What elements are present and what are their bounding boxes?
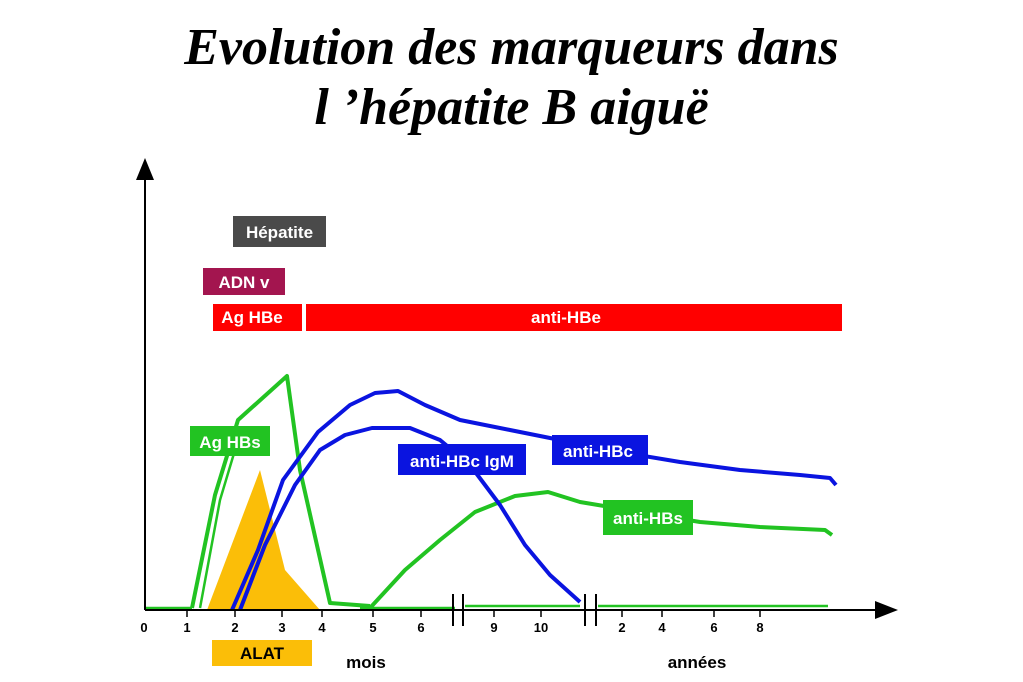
alat-label: ALAT: [240, 644, 285, 663]
tick-label-10: 10: [534, 620, 548, 635]
anti-hbc-igm-curve: [238, 426, 582, 611]
tick-label-2: 2: [231, 620, 238, 635]
months-caption: mois: [346, 653, 386, 672]
ag-hbs-label: Ag HBs: [199, 433, 260, 452]
title-line-1: Evolution des marqueurs dans: [184, 19, 839, 76]
year-tick-label-6: 6: [710, 620, 717, 635]
y-axis-arrow: [136, 158, 154, 180]
hepatite-box: [233, 216, 326, 247]
anti-hbc-igm-label: anti-HBc IgM: [410, 452, 514, 471]
anti-hbc-label: anti-HBc: [563, 442, 633, 461]
axis-breaks: [452, 594, 597, 626]
anti-hbs-box: [603, 500, 693, 535]
anti-hbe-bar: [306, 304, 842, 331]
hepatite-label: Hépatite: [246, 223, 313, 242]
ag-hbe-box: [213, 304, 302, 331]
tick-label-5: 5: [369, 620, 376, 635]
tick-label-9: 9: [490, 620, 497, 635]
tick-label-0: 0: [140, 620, 147, 635]
tick-label-6: 6: [417, 620, 424, 635]
ag-hbs-curve: [190, 374, 371, 609]
ag-hbe-label: Ag HBe: [221, 308, 282, 327]
year-tick-label-4: 4: [658, 620, 666, 635]
ag-hbs-box: [190, 426, 270, 456]
anti-hbc-igm-box: [398, 444, 526, 475]
tick-label-3: 3: [278, 620, 285, 635]
ag-hbs-curve-inner: [198, 439, 240, 609]
year-tick-label-2: 2: [618, 620, 625, 635]
anti-hbc-box: [552, 435, 648, 465]
x-axis-arrow: [875, 601, 898, 619]
adn-box: [203, 268, 285, 295]
tick-marks: [186, 610, 761, 617]
tick-label-1: 1: [183, 620, 190, 635]
years-caption: années: [668, 653, 727, 672]
diagram-title: Evolution des marqueurs dans l ’hépatite…: [0, 18, 1023, 138]
year-tick-label-8: 8: [756, 620, 763, 635]
anti-hbs-curve: [368, 490, 834, 610]
baseline-green: [145, 604, 828, 610]
alat-box: [212, 640, 312, 666]
title-line-2: l ’hépatite B aiguë: [314, 79, 709, 136]
anti-hbs-label: anti-HBs: [613, 509, 683, 528]
tick-label-4: 4: [318, 620, 326, 635]
anti-hbc-curve: [230, 389, 838, 611]
anti-hbe-label: anti-HBe: [531, 308, 601, 327]
adn-label: ADN v: [218, 273, 270, 292]
